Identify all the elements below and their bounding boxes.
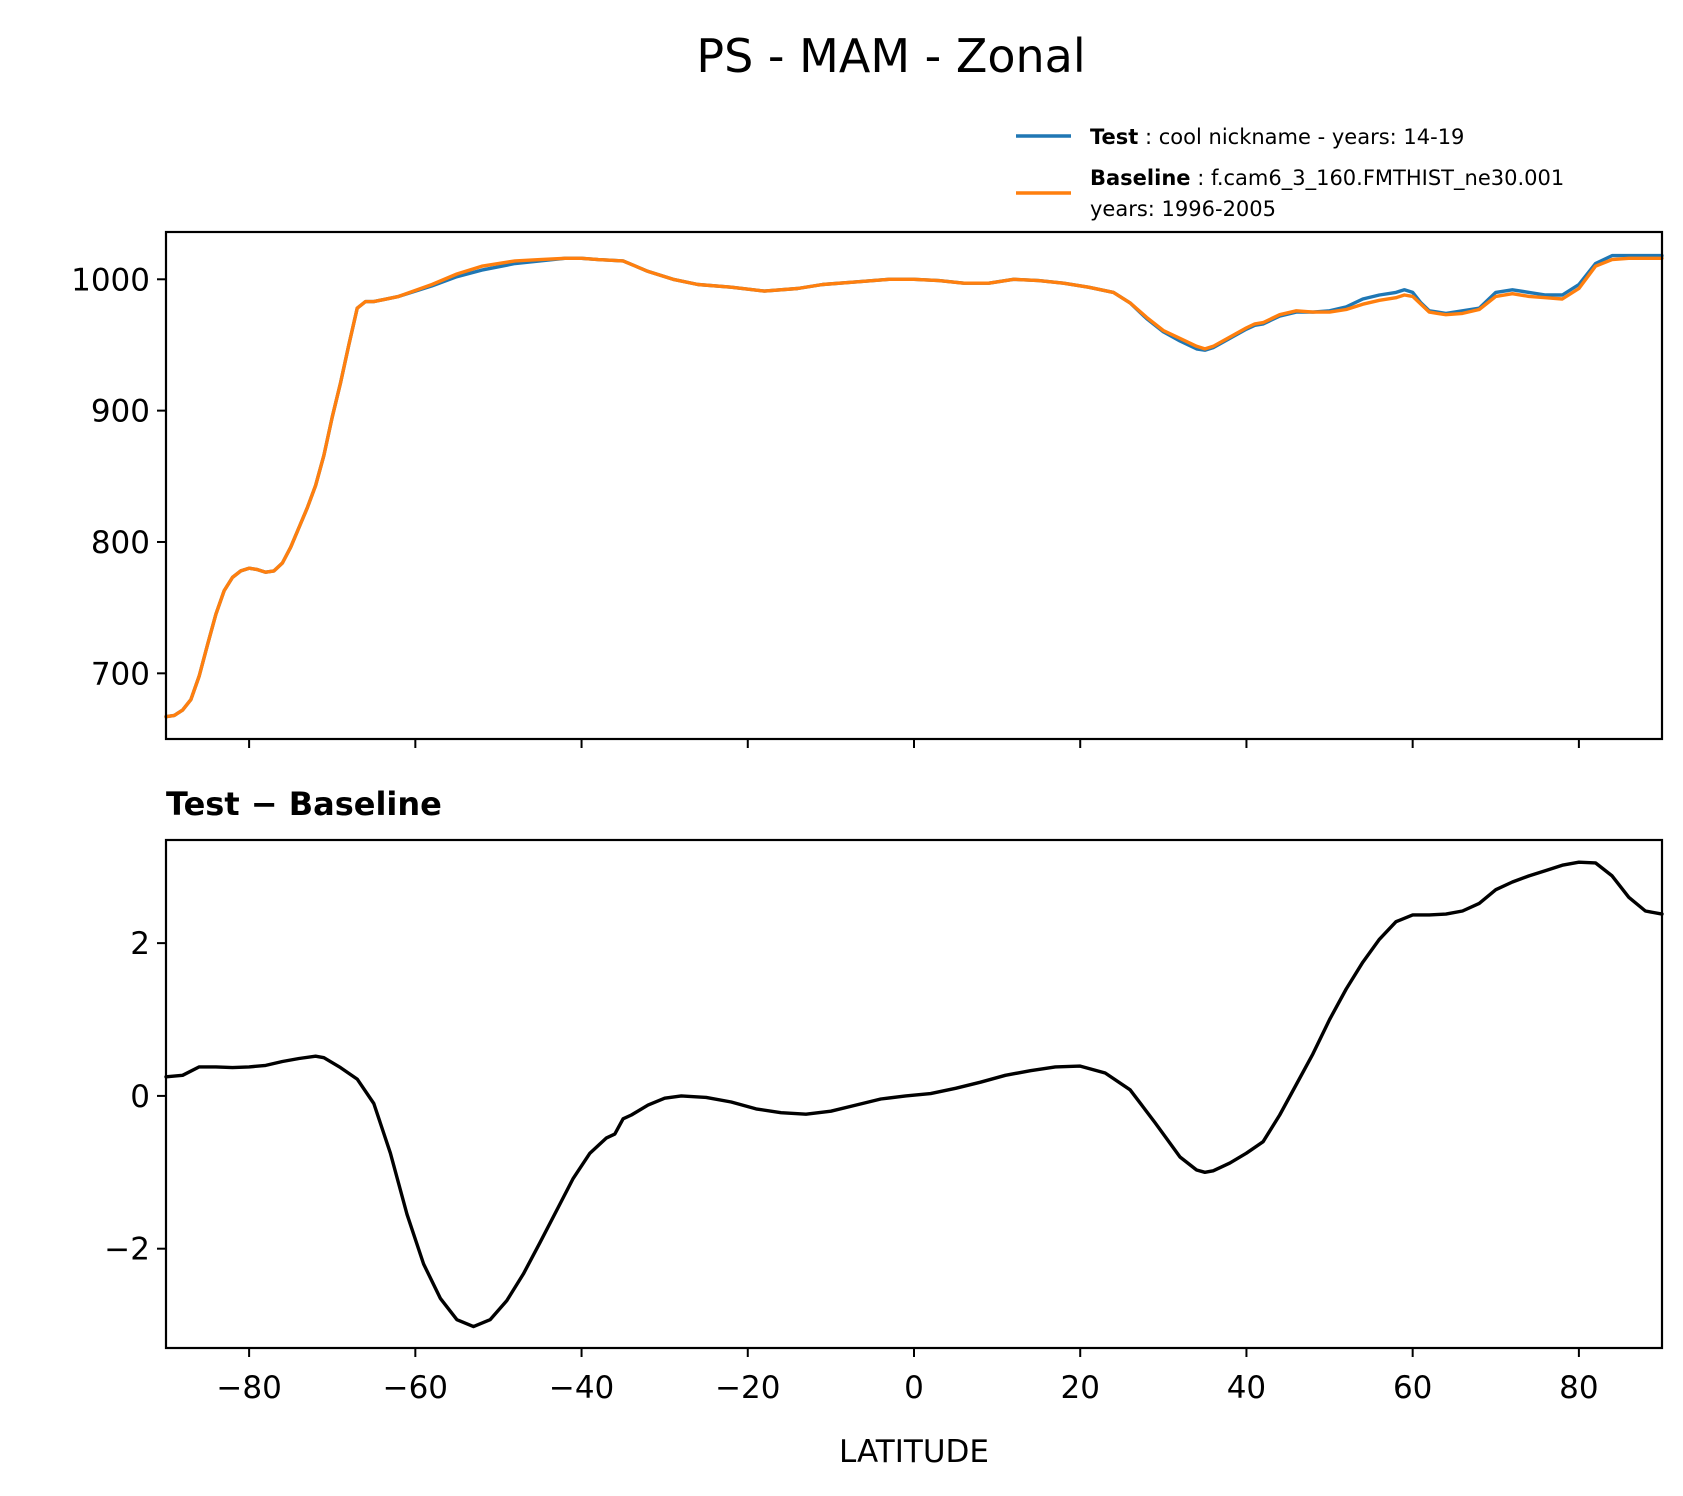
ps-series-group <box>164 253 1664 719</box>
legend-test-label-rest: : cool nickname - years: 14-19 <box>1145 125 1464 149</box>
legend-baseline-label-line2: years: 1996-2005 <box>1090 197 1276 221</box>
difference-x-tick-label: −40 <box>549 1370 614 1406</box>
ps-series-line-test <box>164 253 1664 719</box>
difference-y-tick-label: 0 <box>130 1079 150 1115</box>
ps-y-tick-label: 900 <box>91 394 150 430</box>
legend: Test : cool nickname - years: 14-19 Base… <box>1016 125 1564 221</box>
difference-x-tick-label: 80 <box>1559 1370 1598 1406</box>
difference-x-tick-label: 0 <box>904 1370 924 1406</box>
legend-test-label: Test : cool nickname - years: 14-19 <box>1090 125 1464 149</box>
difference-x-tick-label: −80 <box>216 1370 281 1406</box>
difference-panel-title: Test − Baseline <box>166 785 442 823</box>
ps-y-tick-label: 700 <box>91 656 150 692</box>
difference-y-tick-label: −2 <box>104 1232 150 1268</box>
difference-series-line-diff <box>164 860 1664 1329</box>
legend-baseline-label-rest: : f.cam6_3_160.FMTHIST_ne30.001 <box>1197 166 1564 191</box>
ps-y-axis: 700 800 900 1000 <box>71 262 166 692</box>
figure-title: PS - MAM - Zonal <box>696 29 1085 83</box>
difference-x-tick-label: 60 <box>1393 1370 1432 1406</box>
ps-y-tick-label: 1000 <box>71 262 150 298</box>
difference-panel: Test − Baseline −202 −80 −60 −40 −20 0 20 40 60… <box>104 785 1664 1470</box>
difference-y-axis: −2 0 2 <box>104 926 166 1268</box>
ps-axes-frame <box>164 230 1664 741</box>
difference-series-group <box>164 860 1664 1329</box>
difference-axes-frame <box>164 838 1664 1350</box>
difference-x-tick-label: 40 <box>1227 1370 1266 1406</box>
difference-x-tick-label: −20 <box>715 1370 780 1406</box>
difference-x-axis: −80 −60 −40 −20 0 20 40 60 80 <box>216 1348 1599 1406</box>
ps-series-line-baseline <box>164 256 1664 719</box>
difference-y-tick-label: 2 <box>130 926 150 962</box>
legend-baseline-label-bold: Baseline <box>1090 166 1191 190</box>
difference-x-tick-label: −60 <box>383 1370 448 1406</box>
legend-test-label-bold: Test <box>1090 125 1138 149</box>
ps-y-tick-label: 800 <box>91 525 150 561</box>
legend-baseline-label: Baseline : f.cam6_3_160.FMTHIST_ne30.001 <box>1090 166 1564 191</box>
difference-x-tick-label: 20 <box>1060 1370 1099 1406</box>
x-axis-label: LATITUDE <box>839 1434 989 1470</box>
ps-zonal-panel: 700 800 900 1000 <box>71 230 1664 748</box>
ps-x-axis <box>248 739 1580 748</box>
